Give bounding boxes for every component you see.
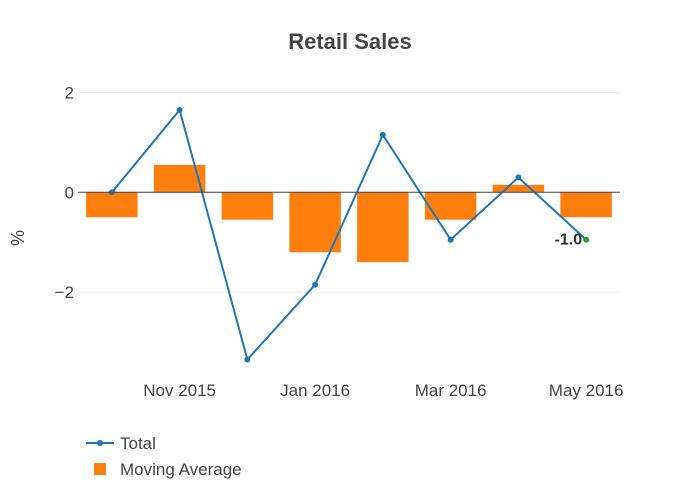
bar [560, 192, 612, 218]
axes: 2 0 −2 Nov 2015 Jan 2016 Mar 2016 May 2016 [55, 83, 624, 400]
data-point [176, 106, 183, 113]
y-axis-title: % [8, 230, 28, 246]
highlight-point [583, 236, 590, 243]
bar [424, 192, 477, 220]
data-point [447, 236, 454, 243]
data-point [379, 131, 386, 138]
y-tick-label: 0 [65, 183, 74, 202]
bar [357, 192, 409, 263]
x-tick-label: Jan 2016 [280, 381, 350, 400]
annotations: -1.0 [555, 232, 590, 249]
data-point [244, 356, 251, 363]
annotation-label: -1.0 [555, 232, 583, 249]
legend-label-moving-average[interactable]: Moving Average [120, 460, 242, 479]
x-tick-label: Mar 2016 [415, 381, 487, 400]
y-tick-label: −2 [55, 283, 74, 302]
x-tick-label: May 2016 [549, 381, 624, 400]
chart-title: Retail Sales [288, 29, 412, 54]
data-point [312, 281, 319, 288]
y-tick-label: 2 [65, 83, 74, 102]
legend-line-marker [97, 440, 103, 446]
line-series-total [108, 106, 587, 363]
series-line [111, 107, 587, 362]
legend-bar-swatch [94, 463, 106, 475]
bar [492, 184, 545, 193]
x-tick-label: Nov 2015 [143, 381, 216, 400]
data-point [515, 174, 522, 181]
bar [86, 192, 138, 218]
bar [289, 192, 341, 253]
legend[interactable]: Total Moving Average [86, 434, 242, 479]
grid [78, 91, 620, 293]
bar [221, 192, 274, 220]
legend-label-total[interactable]: Total [120, 434, 156, 453]
bar-series-moving-average [86, 164, 612, 263]
